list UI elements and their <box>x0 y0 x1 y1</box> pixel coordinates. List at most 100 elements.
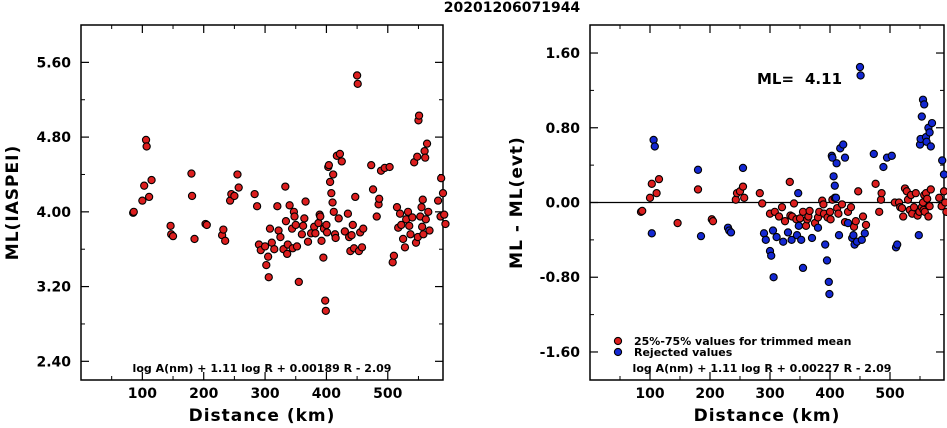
data-point <box>421 215 430 224</box>
data-point <box>924 212 933 221</box>
data-point <box>281 217 291 226</box>
data-point <box>939 187 947 196</box>
data-point <box>395 209 405 218</box>
x-axis-label: Distance (km) <box>694 406 841 426</box>
x-tick-label: 200 <box>695 386 724 402</box>
x-tick-label: 100 <box>635 386 664 402</box>
data-point <box>673 218 682 228</box>
data-point <box>291 220 300 230</box>
data-point <box>801 221 811 231</box>
data-point <box>385 162 394 172</box>
data-point <box>317 236 326 245</box>
data-point <box>417 203 426 212</box>
data-point <box>417 222 427 231</box>
data-point <box>858 212 868 221</box>
data-point <box>398 234 408 244</box>
data-point <box>260 242 270 251</box>
data-point <box>414 111 424 120</box>
data-point <box>263 252 273 261</box>
data-point <box>262 260 271 270</box>
data-point <box>273 202 282 211</box>
data-point <box>319 253 328 262</box>
data-point <box>909 203 919 212</box>
y-tick-label: 5.60 <box>36 55 71 71</box>
rejected-data-point <box>767 251 776 260</box>
data-point <box>854 187 863 196</box>
data-point <box>785 177 794 187</box>
rejected-data-point <box>798 263 808 273</box>
data-point <box>418 195 427 204</box>
data-point <box>359 224 368 233</box>
y-axis-label: ML - ML(evt) <box>507 136 527 269</box>
rejected-data-point <box>887 151 896 160</box>
data-point <box>425 226 434 235</box>
rejected-data-point <box>839 140 848 149</box>
data-point <box>421 153 430 162</box>
rejected-data-point <box>807 233 817 243</box>
rejected-data-point <box>829 172 838 181</box>
rejected-data-point <box>869 149 878 159</box>
y-tick-label: 4.00 <box>36 205 71 221</box>
rejected-data-point <box>834 231 844 240</box>
data-point <box>202 220 211 230</box>
rejected-data-point <box>920 100 929 109</box>
legend-marker <box>613 347 623 357</box>
data-point <box>424 207 433 216</box>
rejected-data-point <box>925 128 934 137</box>
data-point <box>942 207 947 216</box>
rejected-data-point <box>828 153 837 162</box>
data-point <box>329 207 338 216</box>
data-point <box>311 229 320 238</box>
data-point <box>221 236 230 245</box>
rejected-data-point <box>693 165 703 174</box>
y-tick-label: 4.80 <box>36 130 71 146</box>
rejected-data-point <box>696 231 706 241</box>
rejected-data-point <box>830 181 839 190</box>
data-point <box>834 209 843 218</box>
rejected-data-point <box>783 228 793 237</box>
rejected-data-point <box>769 273 778 282</box>
data-point <box>647 179 656 188</box>
data-point <box>187 169 196 178</box>
y-tick-label: 2.40 <box>36 354 71 370</box>
figure-title: 20201206071944 <box>444 0 581 16</box>
data-point <box>337 157 346 166</box>
legend-label: 25%-75% values for trimmed mean <box>634 335 851 348</box>
data-point <box>335 149 345 159</box>
ml-residual-panel: 100 200 300 400 500 1.60 0.80 0.00 -0.80 -1.60 Dis… <box>507 24 947 426</box>
data-point <box>187 191 197 201</box>
data-point <box>400 243 410 252</box>
data-point <box>740 193 749 202</box>
data-point <box>837 200 847 209</box>
data-point <box>144 192 154 202</box>
data-point <box>926 185 935 194</box>
rejected-data-point <box>927 118 937 128</box>
data-point <box>327 189 336 198</box>
data-point <box>353 79 362 89</box>
data-point <box>654 174 664 184</box>
y-tick-label: -1.60 <box>540 345 581 361</box>
data-point <box>388 258 397 267</box>
rejected-data-point <box>824 277 833 287</box>
y-tick-label: 0.80 <box>545 121 580 137</box>
data-point <box>138 196 147 205</box>
data-point <box>300 214 309 223</box>
data-point <box>347 231 356 240</box>
legend-marker <box>613 336 623 346</box>
ml-iaspei-panel: 100 200 300 400 500 5.60 4.80 4.00 3.20 2.40 Dista… <box>3 24 450 426</box>
data-point <box>324 160 334 170</box>
formula-text: log A(nm) + 1.11 log R + 0.00189 R - 2.0… <box>133 362 392 375</box>
x-tick-label: 200 <box>189 386 218 402</box>
data-point <box>230 191 239 201</box>
data-point <box>325 177 335 187</box>
rejected-data-point <box>821 240 830 249</box>
rejected-data-point <box>772 232 781 242</box>
x-tick-label: 500 <box>373 386 402 402</box>
data-point <box>780 217 790 226</box>
data-point <box>140 181 149 190</box>
rejected-data-point <box>893 240 902 249</box>
rejected-data-point <box>787 235 796 245</box>
data-point <box>774 212 784 221</box>
rejected-data-point <box>926 142 935 151</box>
rejected-data-point <box>779 237 788 246</box>
